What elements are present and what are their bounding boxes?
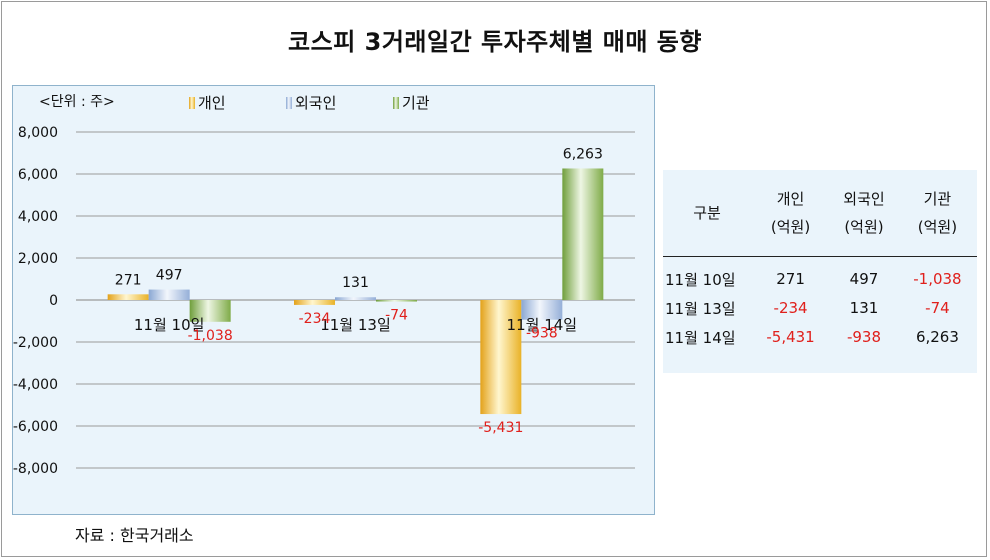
row-label: 11월 10일 bbox=[665, 270, 736, 289]
legend-label: 기관 bbox=[402, 94, 430, 112]
table-row: 11월 10일 271 497 -1,038 bbox=[663, 265, 977, 294]
summary-table: 구분 개인 (억원) 외국인 (억원) 기관 (억원) 11월 10일 271 bbox=[663, 170, 977, 352]
cell-individual: 271 bbox=[776, 270, 805, 288]
data-label: 6,263 bbox=[563, 146, 603, 162]
header-name: 외국인 bbox=[843, 190, 885, 208]
bar-개인 bbox=[294, 300, 335, 305]
bar-기관 bbox=[376, 300, 417, 302]
page-title: 코스피 3거래일간 투자주체별 매매 동향 bbox=[288, 28, 702, 56]
cell-institution: -74 bbox=[925, 299, 950, 317]
table-header-institution: 기관 (억원) bbox=[897, 170, 977, 257]
table-header-individual: 개인 (억원) bbox=[751, 170, 831, 257]
data-label: 271 bbox=[115, 272, 142, 288]
table-row bbox=[663, 257, 977, 265]
bar-외국인 bbox=[521, 300, 563, 320]
y-tick-label: -2,000 bbox=[13, 335, 58, 351]
table-header-category: 구분 bbox=[663, 170, 751, 257]
bar-외국인 bbox=[148, 289, 190, 300]
x-category-label: 11월 13일 bbox=[320, 316, 391, 334]
y-tick-label: 6,000 bbox=[18, 167, 58, 183]
header-unit: (억원) bbox=[770, 218, 811, 236]
table-row: 11월 13일 -234 131 -74 bbox=[663, 294, 977, 323]
cell-individual: -5,431 bbox=[766, 328, 815, 346]
legend-swatch bbox=[286, 97, 292, 109]
table-row: 11월 14일 -5,431 -938 6,263 bbox=[663, 323, 977, 352]
data-label: 131 bbox=[342, 275, 369, 291]
unit-label: <단위 : 주> bbox=[39, 94, 115, 110]
header-unit: (억원) bbox=[917, 218, 958, 236]
table-header-row: 구분 개인 (억원) 외국인 (억원) 기관 (억원) bbox=[663, 170, 977, 257]
table-header-foreign: 외국인 (억원) bbox=[830, 170, 898, 257]
summary-table-panel: 구분 개인 (억원) 외국인 (억원) 기관 (억원) 11월 10일 271 bbox=[663, 170, 977, 373]
bar-개인 bbox=[107, 294, 149, 300]
chart-area: 8,000 6,000 4,000 2,000 0 -2,000 -4,000 -6,000 -… bbox=[12, 85, 655, 515]
y-tick-label: -8,000 bbox=[13, 461, 58, 477]
data-label: -1,038 bbox=[188, 328, 233, 344]
y-tick-label: -6,000 bbox=[13, 419, 58, 435]
y-tick-label: 4,000 bbox=[18, 209, 58, 225]
data-label: 497 bbox=[156, 268, 183, 284]
bar-chart: 8,000 6,000 4,000 2,000 0 -2,000 -4,000 -6,000 -… bbox=[13, 94, 635, 477]
cell-institution: 6,263 bbox=[915, 328, 959, 346]
cell-individual: -234 bbox=[773, 299, 808, 317]
legend-swatch bbox=[189, 97, 195, 109]
y-tick-label: 0 bbox=[49, 293, 58, 309]
bar-기관 bbox=[562, 168, 604, 300]
row-label: 11월 13일 bbox=[665, 299, 736, 318]
data-label: -938 bbox=[526, 326, 558, 342]
x-category-label: 11월 10일 bbox=[134, 316, 205, 334]
bar-개인 bbox=[480, 300, 522, 415]
header-unit: (억원) bbox=[844, 218, 884, 236]
cell-foreign: 131 bbox=[849, 299, 879, 317]
legend-swatch bbox=[393, 97, 399, 109]
header-name: 기관 bbox=[923, 190, 952, 208]
y-tick-label: -4,000 bbox=[13, 377, 58, 393]
cell-foreign: 497 bbox=[849, 270, 879, 288]
data-label: -5,431 bbox=[478, 420, 523, 436]
bar-외국인 bbox=[335, 297, 376, 300]
y-tick-label: 2,000 bbox=[18, 251, 58, 267]
cell-institution: -1,038 bbox=[913, 270, 962, 288]
x-category-label: 11월 14일 bbox=[507, 316, 578, 334]
legend-label: 개인 bbox=[198, 94, 226, 112]
legend-label: 외국인 bbox=[295, 94, 336, 112]
bar-기관 bbox=[189, 300, 231, 322]
data-label: -74 bbox=[385, 308, 408, 324]
source-note: 자료 : 한국거래소 bbox=[75, 526, 194, 545]
header-name: 개인 bbox=[776, 190, 805, 208]
row-label: 11월 14일 bbox=[665, 328, 736, 347]
y-tick-label: 8,000 bbox=[18, 125, 58, 141]
data-label: -234 bbox=[299, 311, 331, 327]
cell-foreign: -938 bbox=[846, 328, 882, 346]
